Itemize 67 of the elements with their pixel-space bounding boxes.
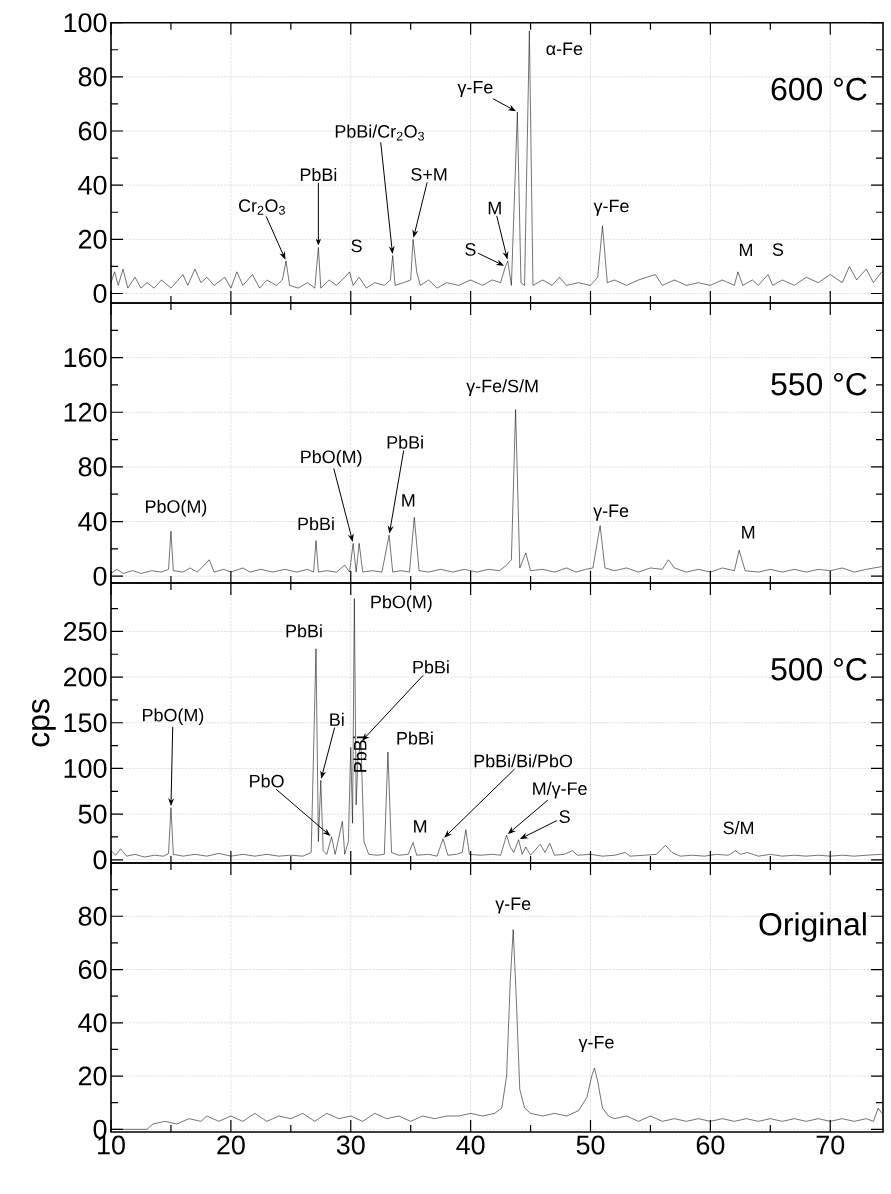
annotation: PbBi [413,660,449,674]
x-tick-label: 70 [816,1135,845,1155]
annotation: M [742,526,755,539]
annotation: M [402,494,415,507]
y-tick-label: 0 [93,283,107,304]
annotation: PbBi [298,517,334,531]
annotation: γ-Fe [457,81,493,98]
text: 600 °C [771,77,867,101]
annotation: PbBi [286,624,322,638]
y-tick-label: 250 [63,621,107,641]
x-tick-label: 50 [576,1135,605,1155]
annotation: S/M [723,821,754,835]
annotation: PbO(M) [301,450,362,467]
annotation: PbBi/Cr$_{2}$O$_{3}$ [335,124,424,141]
annotation: S+M [411,167,447,181]
annotation: Cr$_{2}$O$_{3}$ [239,199,285,215]
y-tick-label: 200 [63,667,107,687]
annotation: γ-Fe [495,897,531,914]
annotation: S [465,243,476,256]
annotation: PbO [250,774,284,788]
y-tick-label: 120 [64,402,107,422]
y-tick-label: 20 [78,229,107,249]
text: Original [759,912,866,942]
y-tick-label: 40 [78,1013,107,1033]
annotation: M [414,820,427,833]
y-tick-label: 60 [78,121,107,141]
x-tick-label: 60 [696,1135,725,1155]
annotation: γ-Fe [593,199,629,216]
y-tick-label: 0 [93,566,107,586]
annotation: PbBi [397,731,433,745]
y-tick-label: 20 [78,1066,107,1086]
annotation: S [351,239,362,253]
y-tick-label: 80 [78,67,107,87]
y-tick-label: 160 [64,348,107,368]
annotation: PbBi [300,167,337,182]
annotation: M/γ-Fe [533,781,587,799]
x-tick-label: 30 [336,1135,365,1155]
annotation: M [739,243,752,257]
annotation: S [559,810,570,824]
y-tick-label: 100 [64,758,107,778]
text: 500 °C [771,657,867,681]
annotation: PbBi [353,736,367,772]
y-tick-label: 0 [93,850,107,870]
x-tick-label: 40 [456,1135,485,1155]
annotation: S [772,243,784,256]
annotation: α-Fe [546,42,583,56]
annotation: PbO(M) [143,708,204,726]
annotation: PbO(M) [371,595,432,612]
y-axis-title: cps [31,699,56,747]
y-tick-label: 60 [78,960,107,980]
y-tick-label: 40 [78,512,107,532]
annotation: PbO(M) [146,499,207,517]
y-tick-label: 80 [78,457,107,477]
annotation: γ-Fe [578,1036,614,1053]
annotation: γ-Fe [593,504,629,521]
annotation: Bi [330,712,344,726]
y-tick-label: 100 [64,13,107,33]
annotation: M [488,201,501,215]
annotation: PbBi/Bi/PbO [474,754,573,768]
y-tick-label: 50 [78,804,107,824]
annotation: γ-Fe/S/M [466,379,538,396]
text: 550 °C [771,372,867,396]
annotation: PbBi [387,435,423,449]
y-tick-label: 40 [78,175,107,195]
y-tick-label: 150 [64,713,107,733]
y-tick-label: 80 [78,906,107,926]
x-tick-label: 20 [217,1135,245,1155]
